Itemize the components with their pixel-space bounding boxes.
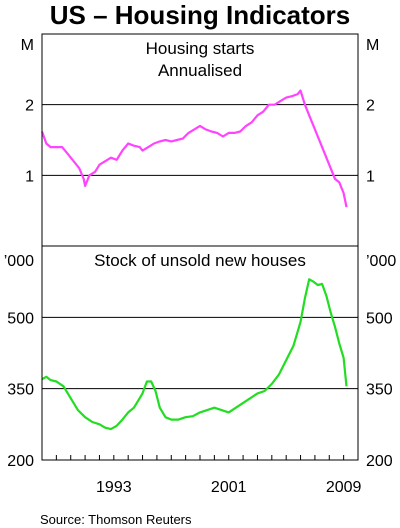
x-tick-label-2009: 2009	[326, 479, 362, 496]
source-note: Source: Thomson Reuters	[40, 512, 192, 527]
unit-left-bottom: ’000	[4, 253, 34, 270]
panel-subtitle-bottom-0: Stock of unsold new houses	[94, 251, 306, 270]
series-line-top-0	[40, 89, 348, 208]
unit-left-top: M	[21, 37, 34, 54]
x-tick-label-1993: 1993	[96, 479, 132, 496]
chart-title: US – Housing Indicators	[49, 0, 351, 30]
y-tick-right-bottom-350: 350	[366, 382, 393, 399]
y-tick-left-bottom-500: 500	[7, 310, 34, 327]
chart-frame	[41, 33, 359, 461]
y-tick-left-top-1: 1	[25, 168, 34, 185]
unit-right-bottom: ’000	[366, 253, 396, 270]
panel-subtitle-top-1: Annualised	[158, 61, 242, 80]
y-tick-right-top-2: 2	[366, 98, 375, 115]
x-tick-label-2001: 2001	[211, 479, 247, 496]
unit-right-top: M	[366, 37, 379, 54]
series-lines	[40, 89, 348, 431]
y-tick-left-bottom-350: 350	[7, 382, 34, 399]
panel-subtitle-top-0: Housing starts	[146, 39, 255, 58]
plot-frame	[41, 33, 359, 461]
y-tick-left-top-2: 2	[25, 98, 34, 115]
chart-labels: 1 1 2 2 M M Housing starts Annualised 200 200 350 3…	[4, 37, 397, 496]
y-tick-left-bottom-200: 200	[7, 453, 34, 470]
y-tick-right-bottom-200: 200	[366, 453, 393, 470]
gridlines	[42, 104, 358, 390]
y-tick-right-top-1: 1	[366, 168, 375, 185]
series-line-bottom-0	[41, 278, 348, 431]
y-tick-right-bottom-500: 500	[366, 310, 393, 327]
